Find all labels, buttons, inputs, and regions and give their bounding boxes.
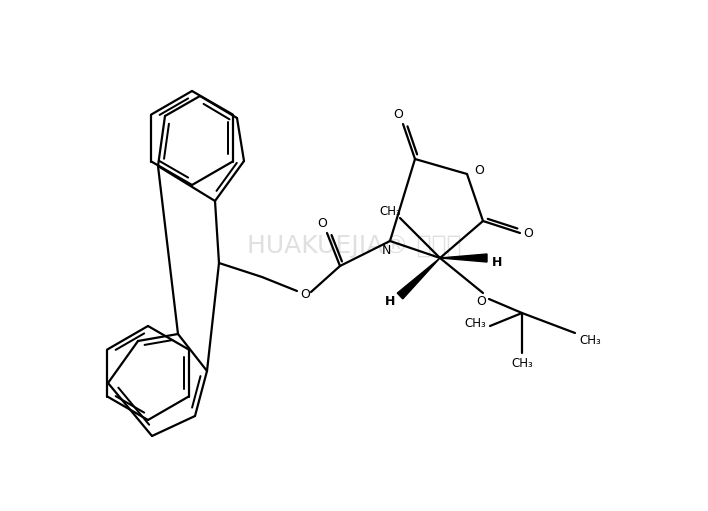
Text: O: O <box>393 107 403 121</box>
Text: CH₃: CH₃ <box>379 204 401 218</box>
Text: O: O <box>476 294 486 308</box>
Text: O: O <box>300 288 310 300</box>
Polygon shape <box>440 254 487 262</box>
Text: HUAKUEJIA® 化学加: HUAKUEJIA® 化学加 <box>247 234 461 258</box>
Text: O: O <box>317 217 327 229</box>
Text: H: H <box>385 294 395 308</box>
Text: O: O <box>474 164 484 176</box>
Text: CH₃: CH₃ <box>579 334 601 346</box>
Text: N: N <box>382 244 391 257</box>
Polygon shape <box>397 258 440 299</box>
Text: H: H <box>492 256 502 268</box>
Text: O: O <box>523 226 533 240</box>
Text: CH₃: CH₃ <box>464 316 486 330</box>
Text: CH₃: CH₃ <box>511 357 533 369</box>
